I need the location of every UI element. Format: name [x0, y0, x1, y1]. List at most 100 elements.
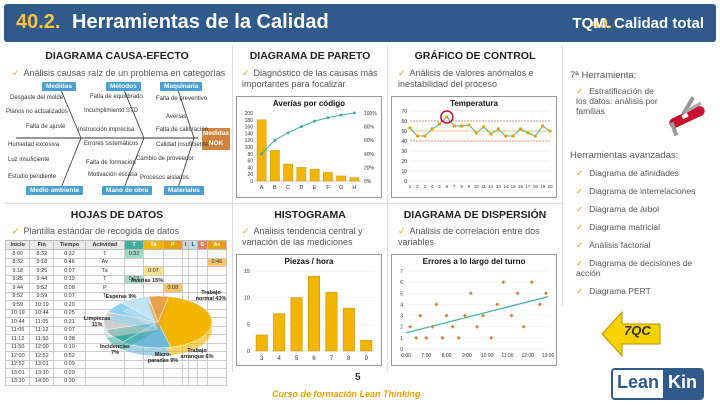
data-point — [515, 291, 520, 296]
cause-label: Falta de formación — [86, 160, 136, 166]
data-point — [489, 132, 493, 136]
x-tick-label: 9:00 — [462, 353, 472, 359]
cumulative-point — [286, 131, 290, 135]
advanced-item: ✓ Diagrama de árbol — [576, 204, 660, 214]
check-icon: ✓ — [576, 286, 584, 296]
control-title: GRÁFICO DE CONTROL — [414, 50, 536, 62]
table-cell — [197, 249, 208, 259]
table-cell — [197, 257, 208, 267]
arrow-label: 7QC — [624, 323, 651, 338]
section-title: Herramientas de la Calidad — [72, 11, 329, 33]
category-environment: Medio ambiente — [26, 186, 84, 195]
x-tick-label: 9 — [365, 356, 369, 362]
table-cell: 0:46 — [206, 257, 228, 267]
y-tick-label: 70 — [401, 109, 407, 115]
bar — [323, 172, 333, 182]
table-cell — [188, 249, 199, 259]
cumulative-line — [261, 112, 355, 155]
table-cell — [188, 257, 199, 267]
y-tick-label: 15 — [244, 269, 250, 275]
histogram-chart: Piezas / hora 0 5 10 15 3 4 5 6 7 8 9 — [236, 254, 382, 366]
table-cell: 12:52 — [29, 351, 55, 361]
data-point — [501, 280, 506, 285]
pie-slice-side — [108, 310, 158, 330]
advanced-item: ✓ Diagrama de afinidades — [576, 168, 679, 178]
y-tick-label: 0 — [247, 349, 250, 355]
table-cell: 11:50 — [4, 342, 31, 352]
x-tick-label: 7 — [330, 356, 334, 362]
divider — [232, 46, 233, 372]
course-name: Curso de formación Lean Thinking — [272, 389, 421, 399]
y-tick-label: 7 — [400, 269, 403, 275]
advanced-tools-label: Herramientas avanzadas: — [570, 150, 679, 161]
category-materials: Materiales — [164, 186, 204, 195]
page-number: 5 — [355, 372, 361, 383]
table-row: 9:18 9:25 0:07 Ta 0:07 — [4, 266, 228, 276]
x-tick-label: 12 — [489, 184, 495, 189]
category-methods: Métodos — [106, 82, 141, 91]
bar — [309, 168, 320, 182]
table-cell: 0:32 — [123, 249, 145, 259]
x-tick-label: D — [299, 185, 303, 191]
y-tick-label: 120 — [245, 138, 254, 144]
cause-label: Falta de ajuste — [26, 124, 66, 130]
table-cell: 13:30 — [4, 376, 31, 386]
x-tick-label: 15 — [511, 184, 517, 189]
control-bullet: ✓ Análisis de valores anómalos e inestabi… — [398, 68, 534, 89]
x-tick-label: C — [286, 185, 290, 191]
data-point — [509, 313, 514, 318]
y2-tick-label: 40% — [364, 152, 375, 158]
data-point — [424, 335, 429, 340]
column-header: E — [197, 240, 208, 250]
table-cell: 13:01 — [4, 368, 31, 378]
trend-line — [405, 296, 549, 334]
data-point — [408, 126, 412, 130]
table-cell: 11:05 — [4, 325, 31, 335]
cause-label: Errores sistemáticos — [84, 141, 139, 147]
table-cell: 11:12 — [29, 325, 55, 335]
histogram-chart-title: Piezas / hora — [284, 257, 334, 266]
bar — [290, 297, 303, 352]
data-point — [452, 124, 456, 128]
cumulative-point — [299, 125, 303, 129]
cause-label: Estudio pendiente — [8, 174, 57, 180]
pie-slice-side — [106, 330, 158, 350]
table-cell — [143, 257, 164, 267]
table-cell: 11:12 — [4, 334, 31, 344]
y-tick-label: 10 — [244, 296, 250, 302]
data-point — [482, 125, 486, 129]
section-number: 40.2. — [16, 11, 61, 33]
control-chart: Temperatura 0 10 20 30 40 50 60 70 1 2 3 4 5 6 7 8 9 10 11… — [391, 96, 557, 198]
check-icon: ✓ — [576, 168, 584, 178]
y-tick-label: 60 — [401, 119, 407, 125]
ishikawa-bones — [16, 89, 198, 189]
column-header: Tiempo — [53, 240, 86, 250]
cumulative-point — [273, 138, 277, 142]
data-point — [440, 335, 445, 340]
data-point — [414, 335, 419, 340]
bar — [256, 119, 267, 182]
column-header: Actividad — [84, 240, 125, 250]
pie-slice — [148, 295, 170, 323]
table-cell: 14:00 — [29, 376, 55, 386]
bar — [325, 292, 338, 352]
data-point — [468, 291, 473, 296]
bar — [270, 150, 280, 182]
bar — [349, 177, 360, 182]
pie-label: Incidencias 7% — [100, 344, 130, 356]
table-cell: 11:05 — [29, 317, 55, 327]
cumulative-point — [313, 119, 317, 123]
pareto-bullet: ✓ Diagnóstico de las causas más important… — [242, 68, 378, 89]
table-cell: 10:19 — [29, 300, 55, 310]
scatter-chart-title: Errores a lo largo del turno — [422, 257, 526, 266]
data-point — [541, 124, 545, 128]
cause-label: Planos no actualizados — [6, 109, 68, 115]
table-cell: 9:52 — [4, 291, 31, 301]
histogram-title: HISTOGRAMA — [274, 209, 346, 221]
cause-label: Motivación escasa — [88, 172, 138, 178]
x-tick-label: E — [313, 185, 317, 191]
logo-text-a: Lean — [613, 370, 664, 398]
data-point — [408, 324, 413, 329]
table-row: 8:32 9:18 0:46 Av 0:46 — [4, 257, 228, 267]
check-icon: ✓ — [576, 240, 584, 250]
